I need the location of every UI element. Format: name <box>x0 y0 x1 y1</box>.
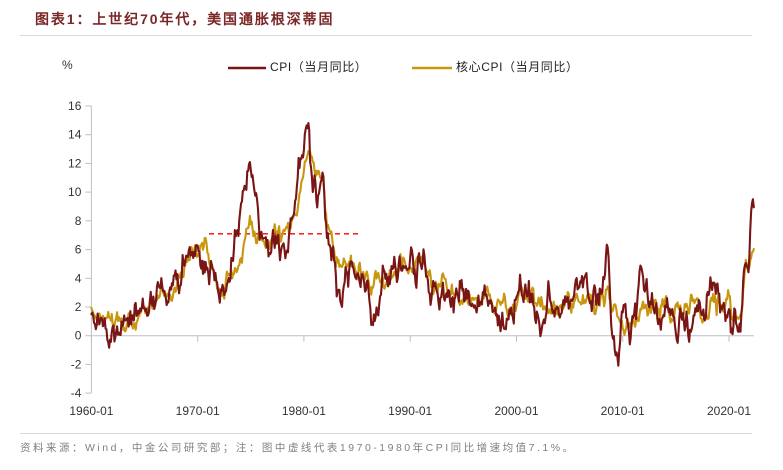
svg-text:10: 10 <box>68 185 82 199</box>
svg-text:1960-01: 1960-01 <box>69 404 113 418</box>
svg-text:14: 14 <box>68 128 82 142</box>
svg-text:16: 16 <box>68 99 82 113</box>
svg-text:2000-01: 2000-01 <box>494 404 538 418</box>
svg-text:0: 0 <box>75 329 82 343</box>
svg-text:2010-01: 2010-01 <box>601 404 645 418</box>
svg-text:-2: -2 <box>71 357 82 371</box>
svg-text:1980-01: 1980-01 <box>282 404 326 418</box>
svg-text:12: 12 <box>68 156 82 170</box>
svg-text:2020-01: 2020-01 <box>707 404 751 418</box>
svg-text:-4: -4 <box>71 386 82 400</box>
svg-text:6: 6 <box>75 243 82 257</box>
svg-text:1990-01: 1990-01 <box>388 404 432 418</box>
svg-text:8: 8 <box>75 214 82 228</box>
svg-text:2: 2 <box>75 300 82 314</box>
svg-text:4: 4 <box>75 271 82 285</box>
svg-text:1970-01: 1970-01 <box>176 404 220 418</box>
